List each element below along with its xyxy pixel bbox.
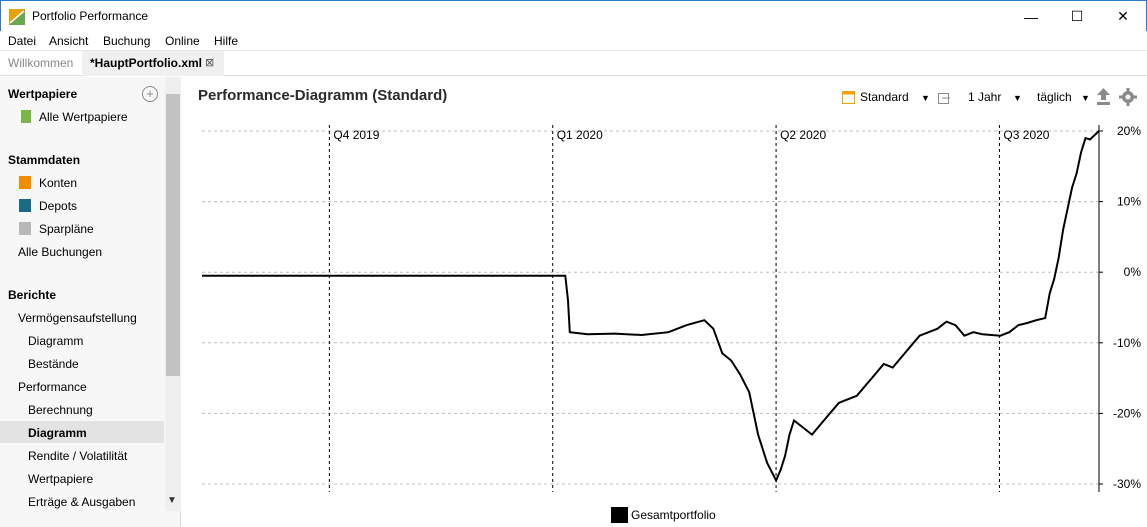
- menu-buchung[interactable]: Buchung: [103, 34, 151, 48]
- menu-online[interactable]: Online: [165, 34, 200, 48]
- sidebar-item-diagramm-vermoegen[interactable]: Diagramm: [28, 334, 84, 348]
- menu-datei[interactable]: Datei: [8, 34, 37, 48]
- sidebar-item-diagramm-performance[interactable]: Diagramm: [28, 426, 87, 440]
- tab-hauptportfolio[interactable]: *HauptPortfolio.xml: [82, 51, 224, 76]
- sidebar-item-depots[interactable]: Depots: [39, 199, 78, 213]
- calendar-icon: [842, 91, 855, 104]
- sidebar-item-wertpapiere-report[interactable]: Wertpapiere: [28, 472, 94, 486]
- title-bar: Portfolio Performance — ☐ ✕: [0, 0, 1147, 31]
- settings-gear-icon[interactable]: [1119, 88, 1137, 106]
- page-title: Performance-Diagramm (Standard): [198, 87, 448, 104]
- add-icon[interactable]: +: [142, 86, 158, 102]
- interval-dropdown-icon[interactable]: ▼: [1081, 93, 1090, 103]
- sidebar-item-konten[interactable]: Konten: [39, 176, 78, 190]
- sidebar-item-berechnung[interactable]: Berechnung: [28, 403, 93, 417]
- sidebar-item-alle-buchungen[interactable]: Alle Buchungen: [18, 245, 103, 259]
- y-tick-label: -20%: [1113, 406, 1141, 420]
- view-dropdown-icon[interactable]: ▼: [921, 93, 930, 103]
- sidebar-scrollbar-thumb[interactable]: [166, 94, 180, 376]
- y-tick-label: -30%: [1113, 477, 1141, 491]
- series-line-gesamtportfolio: [202, 130, 1100, 483]
- y-tick-label: -10%: [1113, 336, 1141, 350]
- y-tick-label: 10%: [1117, 195, 1141, 209]
- legend-swatch-gesamtportfolio: [611, 507, 628, 523]
- depot-icon: [19, 199, 31, 212]
- y-tick-label: 20%: [1117, 124, 1141, 138]
- quarter-label: Q2 2020: [780, 128, 826, 142]
- account-icon: [19, 176, 31, 189]
- navigation-sidebar: Wertpapiere + Alle Wertpapiere Stammdate…: [0, 77, 181, 527]
- minimize-button[interactable]: —: [1024, 8, 1038, 25]
- maximize-button[interactable]: ☐: [1070, 8, 1084, 24]
- editor-tab-bar: Willkommen *HauptPortfolio.xml: [0, 51, 1147, 76]
- sidebar-item-bestaende[interactable]: Bestände: [28, 357, 79, 371]
- sidebar-item-vermoegensaufstellung[interactable]: Vermögensaufstellung: [18, 311, 137, 325]
- y-tick-label: 0%: [1124, 265, 1142, 279]
- quarter-label: Q1 2020: [557, 128, 603, 142]
- sidebar-item-alle-wertpapiere[interactable]: Alle Wertpapiere: [39, 110, 128, 124]
- new-view-icon[interactable]: [938, 91, 951, 104]
- sidebar-item-sparplaene[interactable]: Sparpläne: [39, 222, 94, 236]
- period-selector[interactable]: 1 Jahr: [968, 90, 1002, 104]
- sidebar-heading-berichte: Berichte: [8, 288, 57, 302]
- performance-chart: 20% 10% 0% -10% -20% -30% Q4 2019 Q1 2020 Q2 20…: [202, 124, 1142, 492]
- sidebar-heading-wertpapiere: Wertpapiere: [8, 87, 78, 101]
- close-button[interactable]: ✕: [1117, 8, 1129, 24]
- main-panel: Performance-Diagramm (Standard) Standard…: [181, 77, 1147, 527]
- sidebar-heading-stammdaten: Stammdaten: [8, 153, 81, 167]
- window-title: Portfolio Performance: [32, 9, 149, 23]
- tab-close-icon[interactable]: ⊠: [205, 57, 215, 69]
- app-logo-icon: [9, 9, 25, 25]
- savings-plan-icon: [19, 222, 31, 235]
- menu-bar: Datei Ansicht Buchung Online Hilfe: [0, 31, 1147, 51]
- interval-selector[interactable]: täglich: [1037, 90, 1072, 104]
- security-icon: [21, 110, 31, 123]
- menu-hilfe[interactable]: Hilfe: [214, 34, 239, 48]
- tab-willkommen[interactable]: Willkommen: [8, 56, 74, 70]
- selected-item-highlight: [0, 421, 164, 443]
- quarter-label: Q4 2019: [333, 128, 379, 142]
- sidebar-item-ertraege-ausgaben[interactable]: Erträge & Ausgaben: [28, 495, 136, 509]
- export-icon[interactable]: [1096, 88, 1111, 105]
- sidebar-item-performance[interactable]: Performance: [18, 380, 87, 394]
- menu-ansicht[interactable]: Ansicht: [49, 34, 89, 48]
- scroll-down-icon[interactable]: ▼: [167, 495, 177, 506]
- quarter-label: Q3 2020: [1003, 128, 1049, 142]
- legend-label-gesamtportfolio: Gesamtportfolio: [631, 508, 716, 522]
- sidebar-item-rendite-volatilitaet[interactable]: Rendite / Volatilität: [28, 449, 128, 463]
- period-dropdown-icon[interactable]: ▼: [1013, 93, 1022, 103]
- view-selector[interactable]: Standard: [860, 90, 909, 104]
